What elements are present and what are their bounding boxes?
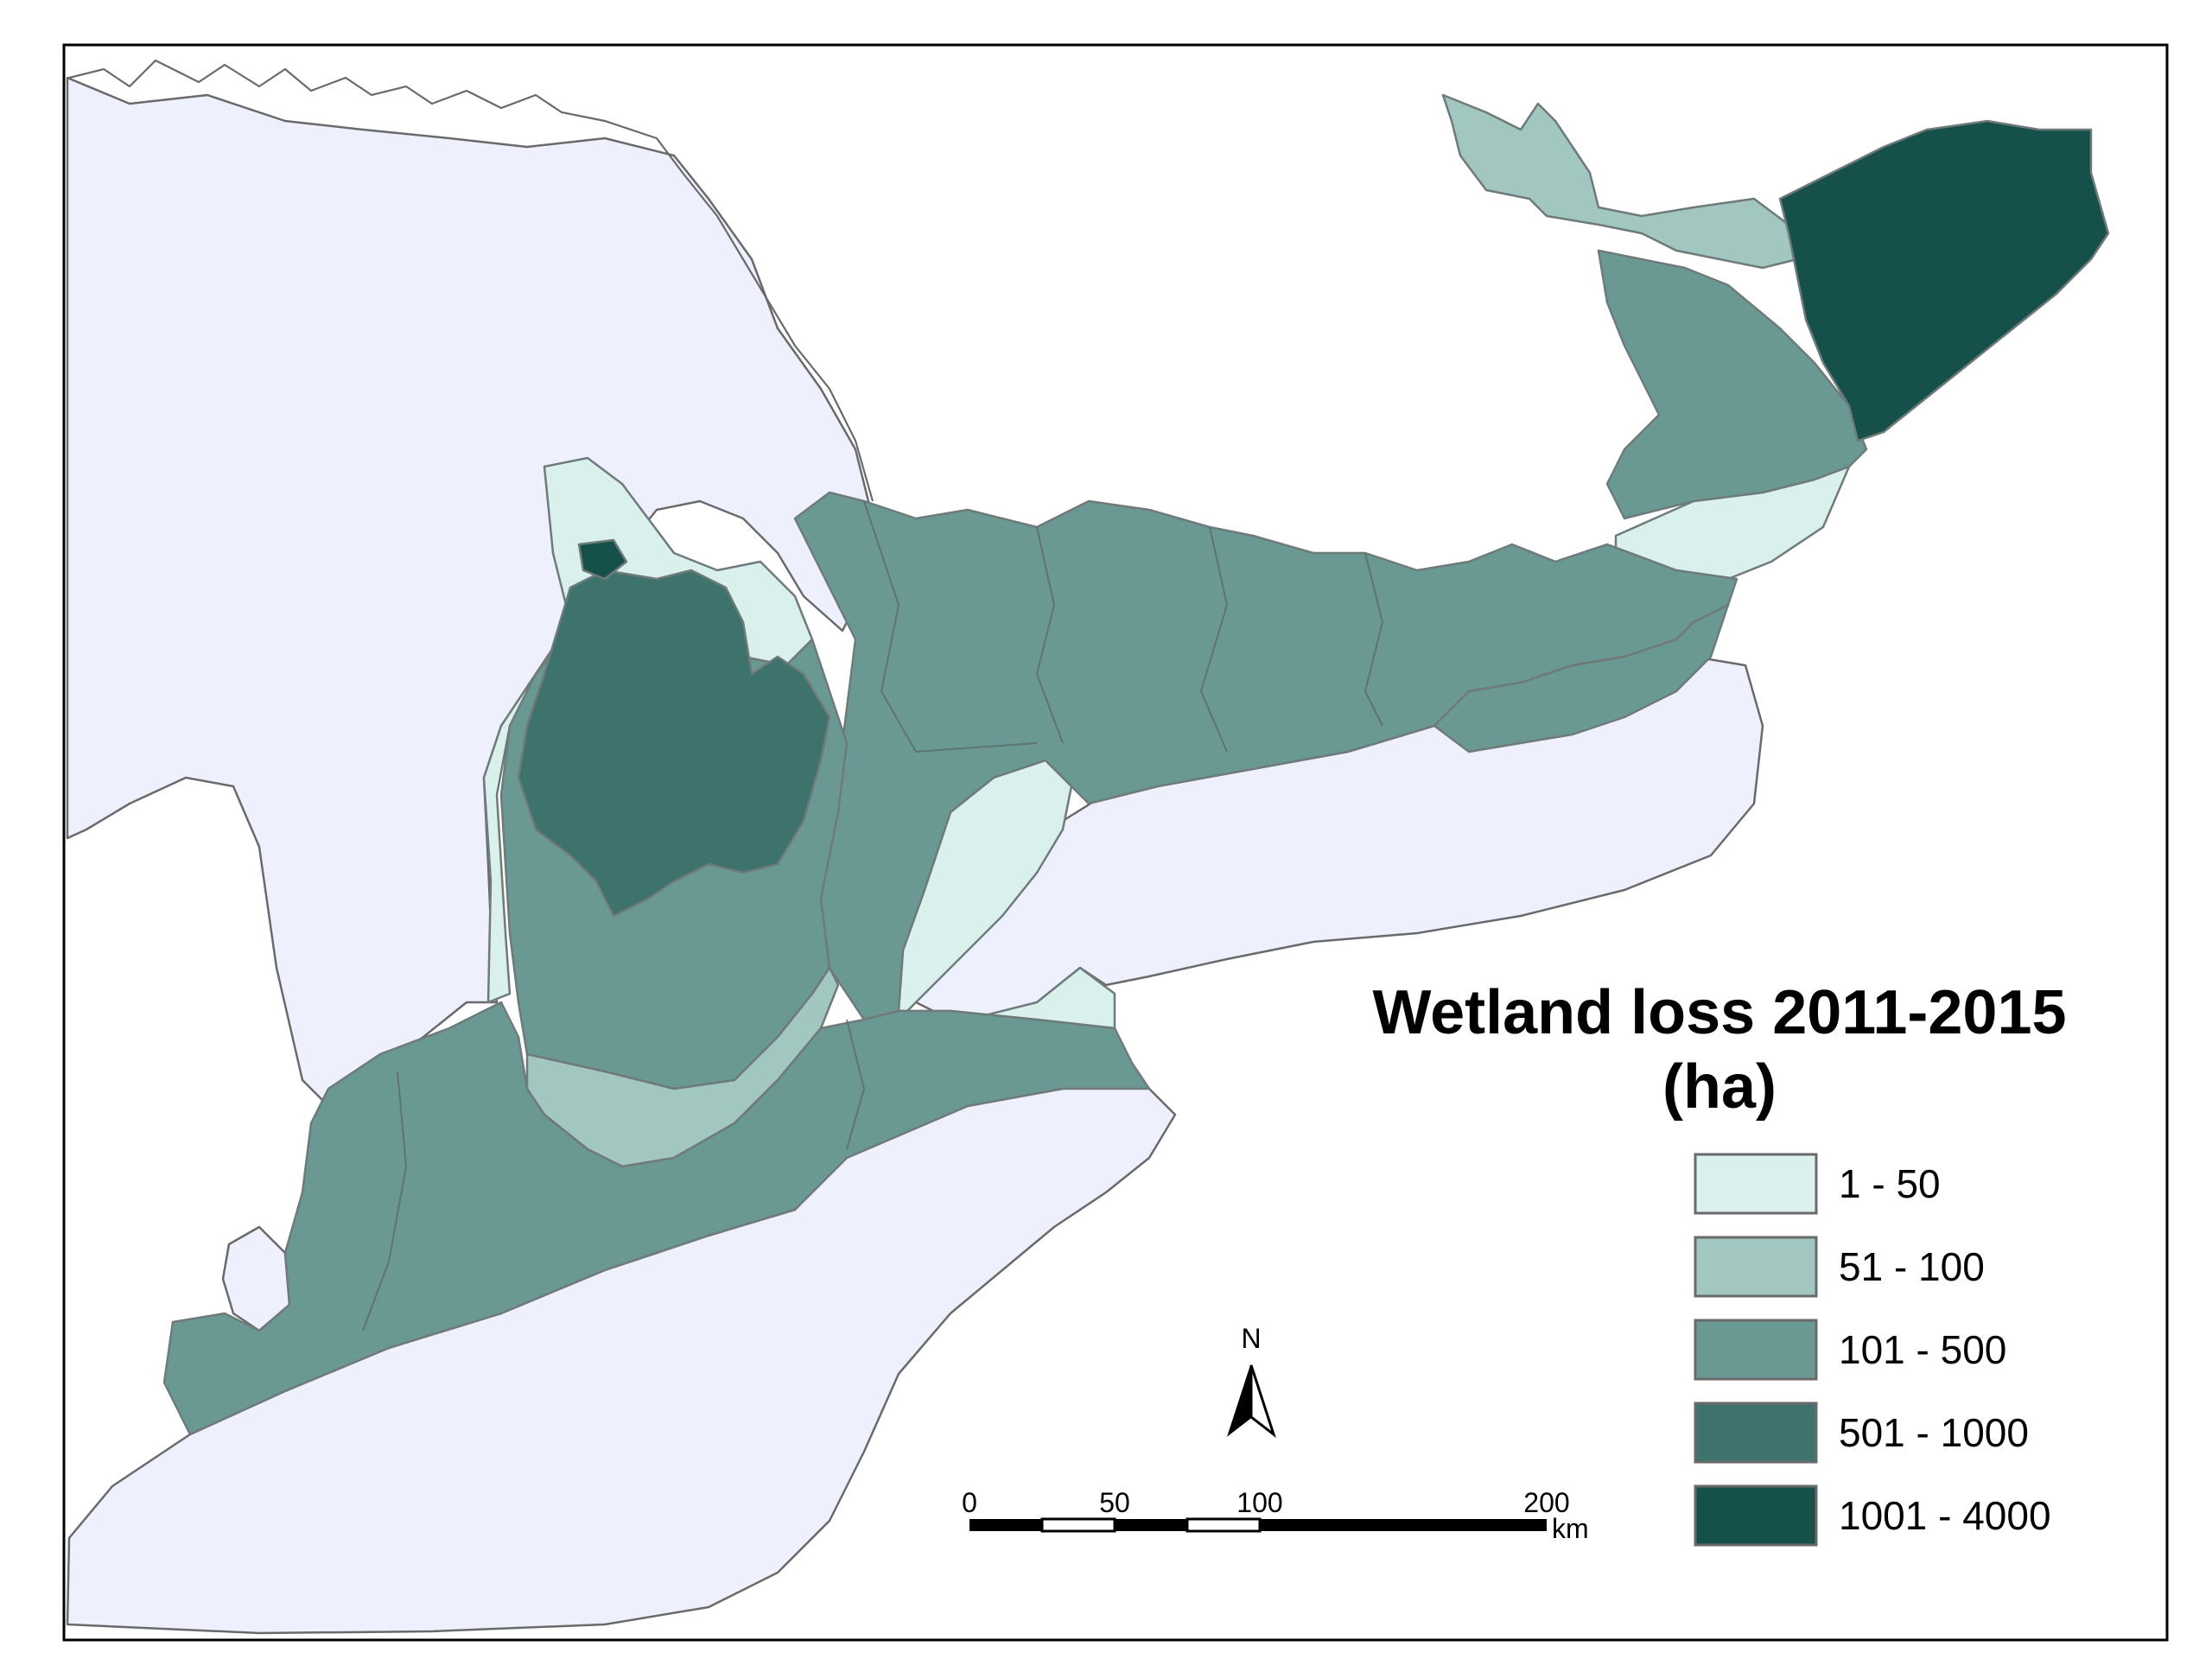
legend-swatch-1 — [1694, 1153, 1818, 1215]
lakes — [66, 76, 1764, 1635]
region-class-5-patch — [577, 538, 628, 581]
legend-label-2: 51 - 100 — [1839, 1244, 1985, 1289]
scale-tick-50: 50 — [1099, 1487, 1130, 1518]
north-shore-outline — [68, 59, 874, 502]
north-label: N — [1241, 1323, 1261, 1354]
region-class-3-southwest — [162, 1001, 1151, 1436]
scale-tick-100: 100 — [1236, 1487, 1282, 1518]
legend-label-3: 101 - 500 — [1839, 1327, 2006, 1372]
map-title-line1: Wetland loss 2011-2015 — [1372, 978, 2066, 1047]
regions — [162, 93, 2110, 1436]
legend-label-5: 1001 - 4000 — [1839, 1493, 2051, 1538]
region-class-3-kingston — [1433, 603, 1730, 753]
legend-swatch-4 — [1694, 1402, 1818, 1464]
legend-label-4: 501 - 1000 — [1839, 1410, 2029, 1455]
scale-bar: 0 50 100 200 km — [962, 1487, 1589, 1544]
scale-unit: km — [1552, 1513, 1589, 1544]
region-class-4-grey-bruce — [517, 569, 831, 918]
region-class-3-east — [1597, 249, 1868, 520]
legend-swatch-3 — [1694, 1319, 1818, 1381]
boundaries — [362, 500, 1384, 1332]
legend-swatch-5 — [1694, 1484, 1818, 1547]
legend-label-1: 1 - 50 — [1839, 1161, 1941, 1206]
legend: 1 - 50 51 - 100 101 - 500 501 - 1000 1001 - … — [1694, 1153, 2051, 1547]
region-class-5-prescott — [1778, 119, 2110, 442]
scale-tick-200: 200 — [1523, 1487, 1569, 1518]
legend-swatch-2 — [1694, 1236, 1818, 1298]
scale-tick-0: 0 — [962, 1487, 977, 1518]
map-title-line2: (ha) — [1662, 1052, 1777, 1122]
north-arrow: N — [1227, 1323, 1276, 1439]
